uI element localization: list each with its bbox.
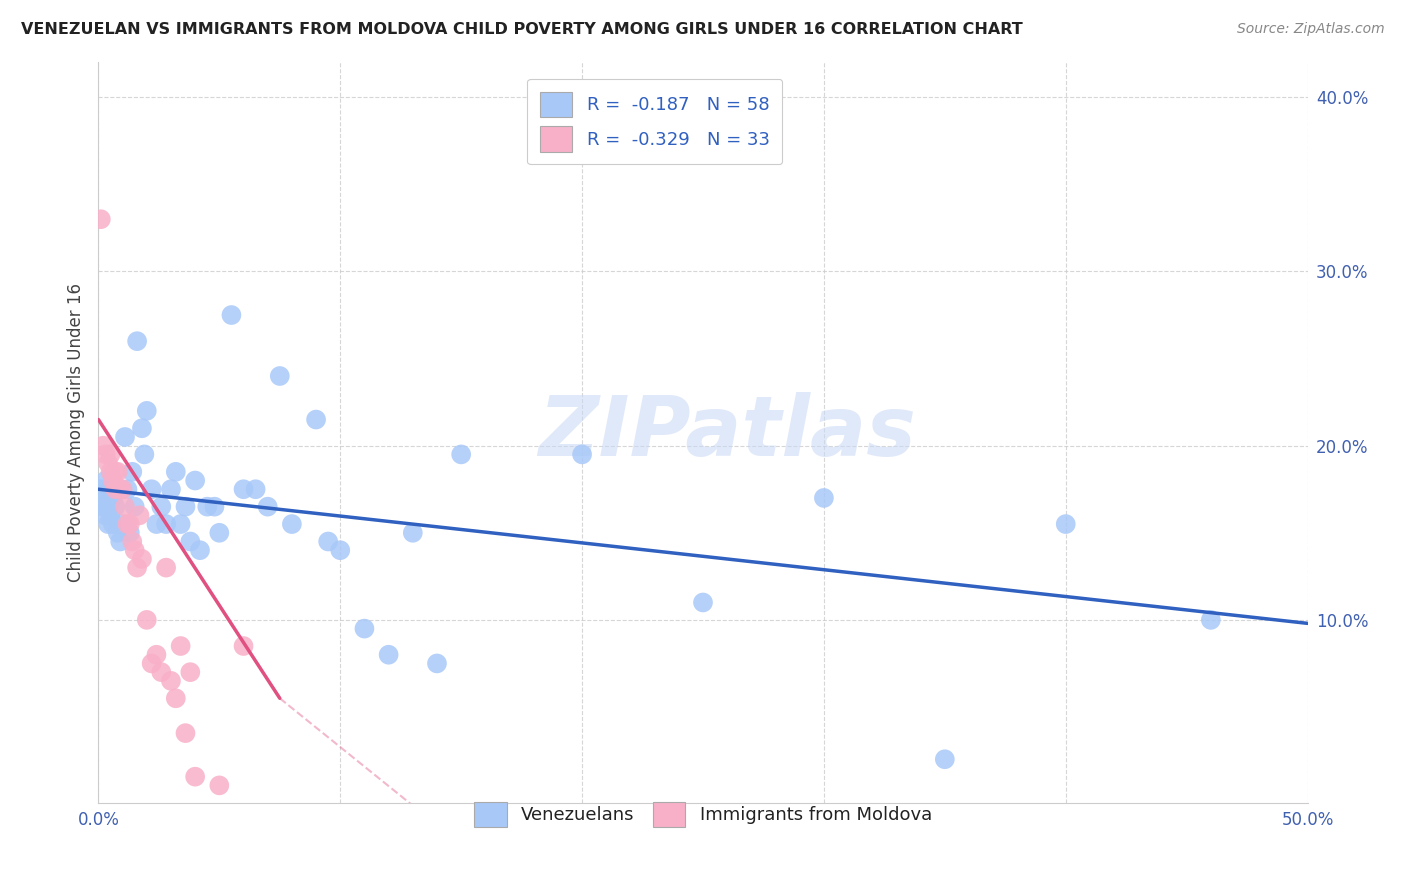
- Point: [160, 673, 183, 688]
- Point: [94, 508, 117, 523]
- Point: [934, 752, 956, 766]
- Point: [377, 648, 399, 662]
- Point: [353, 622, 375, 636]
- Point: [221, 308, 243, 322]
- Point: [131, 421, 153, 435]
- Point: [813, 491, 835, 505]
- Point: [91, 491, 114, 505]
- Text: Source: ZipAtlas.com: Source: ZipAtlas.com: [1237, 22, 1385, 37]
- Point: [450, 447, 472, 461]
- Point: [118, 517, 141, 532]
- Point: [121, 534, 143, 549]
- Point: [145, 517, 167, 532]
- Point: [155, 560, 177, 574]
- Point: [97, 517, 120, 532]
- Point: [160, 482, 183, 496]
- Point: [107, 465, 129, 479]
- Point: [94, 474, 117, 488]
- Point: [108, 482, 131, 496]
- Point: [195, 500, 218, 514]
- Point: [104, 482, 127, 496]
- Point: [111, 517, 134, 532]
- Point: [692, 595, 714, 609]
- Point: [174, 726, 197, 740]
- Text: VENEZUELAN VS IMMIGRANTS FROM MOLDOVA CHILD POVERTY AMONG GIRLS UNDER 16 CORRELA: VENEZUELAN VS IMMIGRANTS FROM MOLDOVA CH…: [21, 22, 1022, 37]
- Point: [124, 500, 146, 514]
- Y-axis label: Child Poverty Among Girls Under 16: Child Poverty Among Girls Under 16: [66, 283, 84, 582]
- Point: [188, 543, 211, 558]
- Point: [155, 517, 177, 532]
- Point: [121, 465, 143, 479]
- Point: [128, 508, 150, 523]
- Point: [174, 500, 197, 514]
- Point: [101, 474, 124, 488]
- Point: [117, 482, 139, 496]
- Point: [127, 560, 149, 574]
- Point: [104, 500, 127, 514]
- Point: [179, 665, 201, 680]
- Point: [134, 447, 156, 461]
- Point: [169, 639, 191, 653]
- Point: [245, 482, 267, 496]
- Point: [100, 465, 122, 479]
- Legend: Venezuelans, Immigrants from Moldova: Venezuelans, Immigrants from Moldova: [467, 795, 939, 835]
- Point: [571, 447, 593, 461]
- Point: [101, 517, 124, 532]
- Point: [141, 657, 163, 671]
- Text: ZIPatlas: ZIPatlas: [538, 392, 917, 473]
- Point: [1199, 613, 1222, 627]
- Point: [100, 447, 122, 461]
- Point: [118, 525, 141, 540]
- Point: [91, 439, 114, 453]
- Point: [94, 447, 117, 461]
- Point: [114, 500, 136, 514]
- Point: [91, 500, 114, 514]
- Point: [90, 482, 112, 496]
- Point: [269, 369, 291, 384]
- Point: [1054, 517, 1077, 532]
- Point: [135, 613, 157, 627]
- Point: [97, 500, 120, 514]
- Point: [165, 691, 187, 706]
- Point: [305, 412, 328, 426]
- Point: [108, 534, 131, 549]
- Point: [204, 500, 226, 514]
- Point: [184, 474, 207, 488]
- Point: [101, 491, 124, 505]
- Point: [100, 508, 122, 523]
- Point: [145, 648, 167, 662]
- Point: [90, 212, 112, 227]
- Point: [141, 482, 163, 496]
- Point: [131, 552, 153, 566]
- Point: [150, 665, 173, 680]
- Point: [281, 517, 304, 532]
- Point: [316, 534, 339, 549]
- Point: [104, 465, 127, 479]
- Point: [208, 525, 231, 540]
- Point: [107, 525, 129, 540]
- Point: [179, 534, 201, 549]
- Point: [100, 482, 122, 496]
- Point: [169, 517, 191, 532]
- Point: [232, 639, 254, 653]
- Point: [127, 334, 149, 348]
- Point: [402, 525, 425, 540]
- Point: [114, 430, 136, 444]
- Point: [329, 543, 352, 558]
- Point: [150, 500, 173, 514]
- Point: [117, 517, 139, 532]
- Point: [97, 456, 120, 470]
- Point: [135, 404, 157, 418]
- Point: [124, 543, 146, 558]
- Point: [111, 482, 134, 496]
- Point: [208, 778, 231, 792]
- Point: [184, 770, 207, 784]
- Point: [232, 482, 254, 496]
- Point: [426, 657, 449, 671]
- Point: [256, 500, 278, 514]
- Point: [165, 465, 187, 479]
